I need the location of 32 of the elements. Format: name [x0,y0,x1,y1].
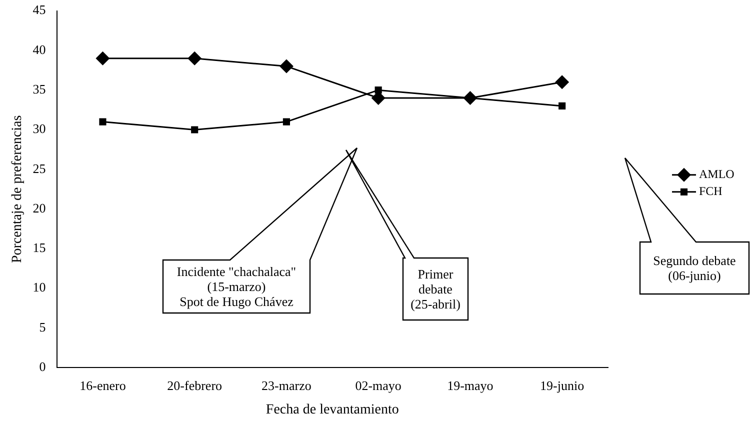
point [555,75,570,90]
y-tick-label: 40 [32,42,46,57]
x-tick-label: 19-junio [540,378,584,393]
point [279,59,294,74]
y-tick-label: 5 [39,319,46,334]
point [191,126,198,134]
x-tick-label: 20-febrero [167,378,222,393]
x-tick-label: 02-mayo [355,378,402,393]
annotation: Incidente "chachalaca" (15-marzo) Spot de Hugo Chávez [176,264,296,309]
y-tick-label: 20 [32,200,46,216]
y-axis-title: Porcentaje de preferencias [10,115,26,264]
point [99,118,106,126]
point [558,102,566,110]
x-tick-label: 19-mayo [447,378,494,393]
point [188,51,202,66]
y-tick-label: 0 [39,359,46,374]
annotation: Primer debate (25-abril) [410,266,460,312]
y-tick-label: 10 [32,280,46,295]
legend-label: AMLO [699,167,735,182]
y-tick-label: 45 [32,2,46,18]
y-tick-label: 35 [32,82,46,97]
callout-box: Incidente "chachalaca" (15-marzo) Spot de Hugo Chávez [162,147,358,314]
x-axis-title: Fecha de levantamiento [266,402,399,418]
x-tick-label: 16-enero [80,378,126,393]
point [282,118,290,126]
y-tick-label: 25 [32,160,46,176]
point [96,51,110,66]
x-tick-label: 23-marzo [262,378,312,393]
y-tick-label: 30 [32,121,46,136]
callout-box: Primer debate (25-abril) [345,149,469,321]
y-tick-label: 15 [32,240,46,256]
legend-label: FCH [699,184,723,198]
